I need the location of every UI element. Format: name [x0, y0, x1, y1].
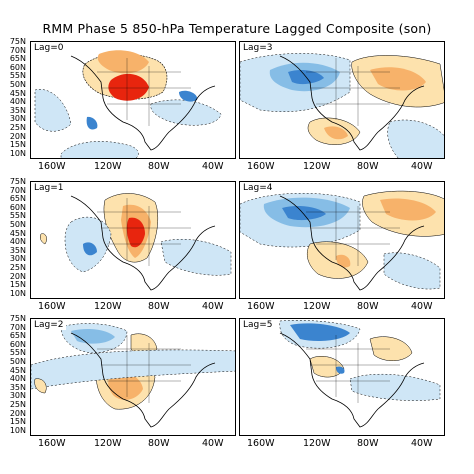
lat-label: 25N [9, 123, 26, 132]
lon-label: 160W [247, 301, 275, 312]
lat-label: 25N [9, 263, 26, 272]
map-lag2 [31, 323, 235, 428]
lat-label: 65N [9, 331, 26, 341]
lat-label: 70N [9, 322, 26, 332]
lat-label: 15N [9, 280, 26, 290]
lat-label: 40N [9, 237, 26, 247]
panel-lag3: Lag=3 [239, 41, 445, 159]
lon-label: 40W [411, 438, 433, 449]
panel-label-lag0: Lag=0 [33, 43, 66, 53]
lat-label: 70N [9, 45, 26, 55]
lon-label: 80W [357, 438, 379, 449]
lat-label: 60N [9, 202, 26, 212]
lon-label: 120W [94, 301, 122, 312]
lat-label: 40N [9, 374, 26, 384]
lat-label: 45N [9, 365, 26, 375]
lon-label: 80W [148, 438, 170, 449]
lon-label: 40W [202, 161, 224, 172]
lon-label: 120W [94, 438, 122, 449]
lon-label: 160W [38, 161, 66, 172]
lat-label: 35N [9, 105, 26, 115]
lat-label: 10N [9, 148, 26, 158]
lat-label: 70N [9, 185, 26, 195]
lat-label: 20N [9, 408, 26, 418]
map-lag5 [279, 320, 441, 428]
panel-lag0: Lag=0 [30, 41, 236, 159]
lat-label: 20N [9, 271, 26, 281]
panel-lag2: Lag=2 [30, 318, 236, 436]
lat-label: 25N [9, 400, 26, 409]
lat-label: 50N [9, 357, 26, 366]
lat-label: 55N [9, 71, 26, 81]
lon-label: 40W [411, 161, 433, 172]
map-lag1 [39, 193, 232, 291]
lon-label: 80W [148, 301, 170, 312]
lat-label: 65N [9, 54, 26, 64]
panel-label-lag3: Lag=3 [242, 43, 275, 53]
lon-label: 120W [303, 301, 331, 312]
lat-label: 45N [9, 88, 26, 98]
lat-label: 40N [9, 97, 26, 107]
lat-label: 55N [9, 348, 26, 358]
lat-label: 45N [9, 228, 26, 238]
lat-label: 20N [9, 131, 26, 141]
panel-label-lag5: Lag=5 [242, 320, 275, 330]
lon-label: 160W [247, 438, 275, 449]
map-lag3 [240, 53, 444, 158]
lon-label: 160W [247, 161, 275, 172]
figure-title: RMM Phase 5 850-hPa Temperature Lagged C… [42, 21, 432, 36]
lat-label: 15N [9, 140, 26, 150]
lon-label: 40W [202, 438, 224, 449]
lat-label: 65N [9, 194, 26, 204]
lat-label: 75N [9, 177, 26, 186]
lat-label: 75N [9, 314, 26, 323]
map-lag4 [240, 190, 444, 291]
lat-label: 60N [9, 339, 26, 349]
lat-label: 35N [9, 245, 26, 255]
lon-label: 80W [357, 161, 379, 172]
panel-lag4: Lag=4 [239, 181, 445, 299]
lon-label: 80W [357, 301, 379, 312]
panel-lag5: Lag=5 [239, 318, 445, 436]
panel-label-lag1: Lag=1 [33, 183, 66, 193]
lat-label: 55N [9, 211, 26, 221]
lat-label: 10N [9, 288, 26, 298]
lat-label: 15N [9, 417, 26, 427]
lat-label: 35N [9, 382, 26, 392]
lat-label: 75N [9, 37, 26, 46]
lon-label: 160W [38, 438, 66, 449]
lat-label: 50N [9, 80, 26, 89]
lon-label: 120W [303, 438, 331, 449]
lon-label: 40W [202, 301, 224, 312]
panel-label-lag4: Lag=4 [242, 183, 275, 193]
lat-label: 60N [9, 62, 26, 72]
lat-label: 30N [9, 391, 26, 401]
panel-label-lag2: Lag=2 [33, 320, 66, 330]
lat-label: 10N [9, 425, 26, 435]
lon-label: 120W [94, 161, 122, 172]
lat-label: 50N [9, 220, 26, 229]
lon-label: 120W [303, 161, 331, 172]
lon-label: 160W [38, 301, 66, 312]
panel-lag1: Lag=1 [30, 181, 236, 299]
lat-label: 30N [9, 254, 26, 264]
lon-label: 80W [148, 161, 170, 172]
lon-label: 40W [411, 301, 433, 312]
map-lag0 [34, 50, 222, 158]
lat-label: 30N [9, 114, 26, 124]
